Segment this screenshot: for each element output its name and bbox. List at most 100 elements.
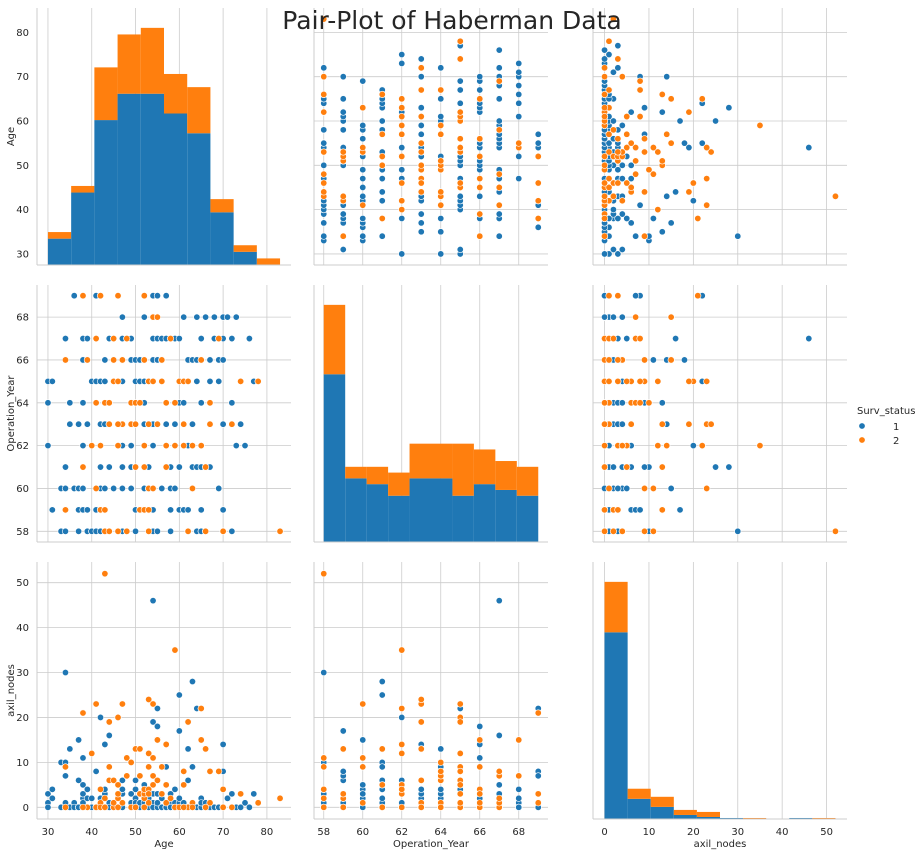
scatter-point (707, 420, 715, 428)
scatter-point (398, 704, 406, 712)
scatter-point (437, 767, 445, 775)
scatter-point (685, 377, 693, 385)
scatter-point (66, 745, 74, 753)
scatter-point (398, 785, 406, 793)
scatter-point (206, 767, 214, 775)
scatter-point (495, 210, 503, 218)
scatter-point (114, 781, 122, 789)
scatter-point (417, 73, 425, 81)
scatter-point (44, 442, 52, 450)
scatter-point (417, 210, 425, 218)
scatter-point (79, 781, 87, 789)
scatter-point (456, 108, 464, 116)
scatter-point (805, 335, 813, 343)
scatter-point (197, 506, 205, 514)
panel-2-2: 0 10 20 30 40 50 axil_nodes (592, 562, 847, 850)
scatter-point (601, 527, 609, 535)
scatter-point (495, 232, 503, 240)
scatter-point (417, 104, 425, 112)
scatter-point (219, 803, 227, 811)
scatter-point (618, 161, 626, 169)
scatter-point (61, 803, 69, 811)
scatter-point (219, 356, 227, 364)
scatter-point (215, 484, 223, 492)
scatter-point (219, 420, 227, 428)
scatter-point (641, 527, 649, 535)
scatter-point (618, 73, 626, 81)
scatter-point (206, 377, 214, 385)
scatter-point (636, 113, 644, 121)
scatter-point (237, 420, 245, 428)
scatter-point (417, 113, 425, 121)
scatter-point (417, 228, 425, 236)
hist-bar-1 (94, 120, 118, 265)
scatter-point (105, 731, 113, 739)
axis-label-x: Operation_Year (393, 839, 470, 850)
hist-bar-1 (650, 806, 674, 819)
hist-bar-2 (117, 34, 141, 94)
scatter-point (654, 442, 662, 450)
scatter-point (237, 790, 245, 798)
scatter-point (601, 313, 609, 321)
scatter-point (725, 463, 733, 471)
scatter-point (667, 313, 675, 321)
scatter-point (609, 313, 617, 321)
scatter-point (320, 126, 328, 134)
scatter-point (118, 313, 126, 321)
scatter-point (398, 59, 406, 67)
hist-bar-1 (187, 133, 211, 265)
scatter-point (658, 228, 666, 236)
scatter-point (417, 121, 425, 129)
scatter-point (476, 232, 484, 240)
scatter-point (175, 463, 183, 471)
scatter-point (101, 377, 109, 385)
scatter-point (206, 356, 214, 364)
scatter-point (153, 527, 161, 535)
scatter-point (437, 214, 445, 222)
scatter-point (614, 148, 622, 156)
tick-label-y: 62 (16, 441, 29, 452)
scatter-point (609, 15, 617, 23)
scatter-point (101, 740, 109, 748)
scatter-point (698, 139, 706, 147)
scatter-point (641, 135, 649, 143)
scatter-point (456, 144, 464, 152)
hist-bar-2 (210, 199, 234, 213)
scatter-point (672, 335, 680, 343)
scatter-point (359, 121, 367, 129)
scatter-point (649, 484, 657, 492)
scatter-point (132, 463, 140, 471)
scatter-point (359, 144, 367, 152)
scatter-point (495, 183, 503, 191)
scatter-point (456, 790, 464, 798)
hist-bar-1 (604, 632, 628, 819)
scatter-point (162, 442, 170, 450)
scatter-point (276, 794, 284, 802)
scatter-point (320, 161, 328, 169)
scatter-point (136, 399, 144, 407)
scatter-point (237, 803, 245, 811)
scatter-point (175, 727, 183, 735)
scatter-point (320, 73, 328, 81)
tick-label-x: 50 (129, 827, 142, 838)
scatter-point (123, 335, 131, 343)
scatter-point (180, 767, 188, 775)
scatter-point (636, 377, 644, 385)
scatter-point (636, 77, 644, 85)
scatter-point (320, 108, 328, 116)
scatter-point (188, 803, 196, 811)
scatter-point (476, 135, 484, 143)
hist-bar-1 (323, 374, 346, 542)
scatter-point (417, 219, 425, 227)
scatter-point (88, 442, 96, 450)
scatter-point (219, 527, 227, 535)
scatter-point (145, 790, 153, 798)
scatter-point (614, 179, 622, 187)
scatter-point (641, 356, 649, 364)
scatter-point (667, 484, 675, 492)
scatter-point (180, 781, 188, 789)
scatter-point (534, 214, 542, 222)
scatter-point (398, 749, 406, 757)
scatter-point (97, 463, 105, 471)
scatter-point (703, 175, 711, 183)
